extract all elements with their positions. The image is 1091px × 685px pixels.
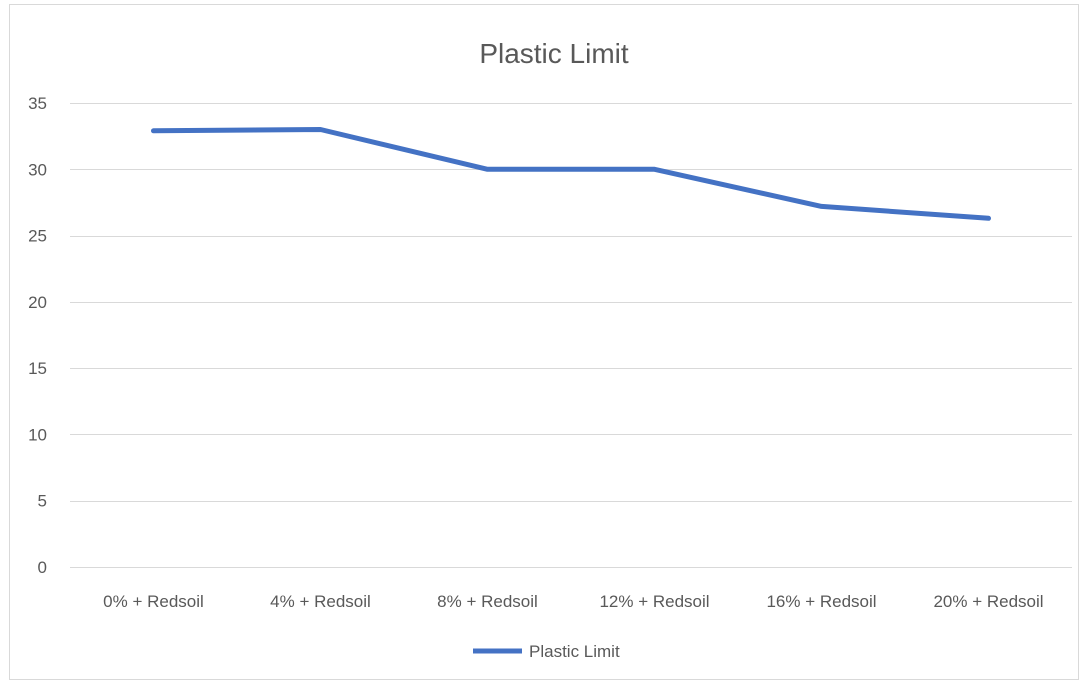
y-tick-label: 35 [28, 94, 47, 113]
x-tick-label: 12% + Redsoil [599, 592, 709, 611]
series-line [151, 127, 991, 221]
y-tick-label: 0 [38, 558, 47, 577]
x-tick-label: 4% + Redsoil [270, 592, 371, 611]
x-tick-label: 8% + Redsoil [437, 592, 538, 611]
legend: Plastic Limit [473, 642, 620, 661]
y-tick-label: 15 [28, 359, 47, 378]
y-tick-label: 10 [28, 425, 47, 444]
x-axis-ticks: 0% + Redsoil 4% + Redsoil 8% + Redsoil 12% … [103, 592, 1043, 611]
x-tick-label: 16% + Redsoil [766, 592, 876, 611]
x-tick-label: 20% + Redsoil [933, 592, 1043, 611]
x-tick-label: 0% + Redsoil [103, 592, 204, 611]
chart-title: Plastic Limit [479, 38, 629, 69]
y-tick-label: 30 [28, 160, 47, 179]
y-tick-label: 25 [28, 227, 47, 246]
series-layer [151, 127, 991, 221]
y-tick-label: 20 [28, 293, 47, 312]
y-tick-label: 5 [38, 492, 47, 511]
gridlines [70, 103, 1072, 568]
y-axis-ticks: 0 5 10 15 20 25 30 35 [28, 94, 47, 577]
legend-label: Plastic Limit [529, 642, 620, 661]
